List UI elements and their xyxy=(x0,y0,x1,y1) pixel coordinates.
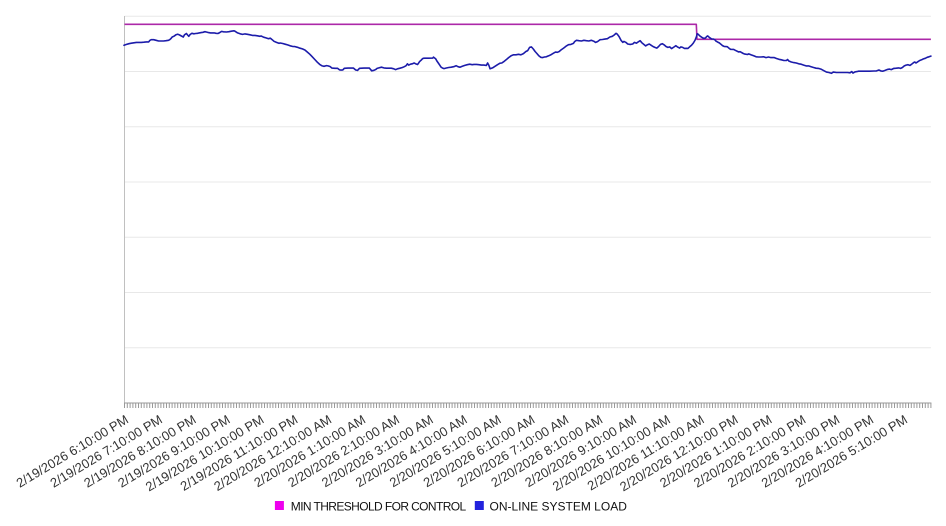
svg-text:MIN THRESHOLD FOR CONTROL: MIN THRESHOLD FOR CONTROL xyxy=(291,500,467,514)
svg-text:ON-LINE SYSTEM LOAD: ON-LINE SYSTEM LOAD xyxy=(490,500,628,514)
